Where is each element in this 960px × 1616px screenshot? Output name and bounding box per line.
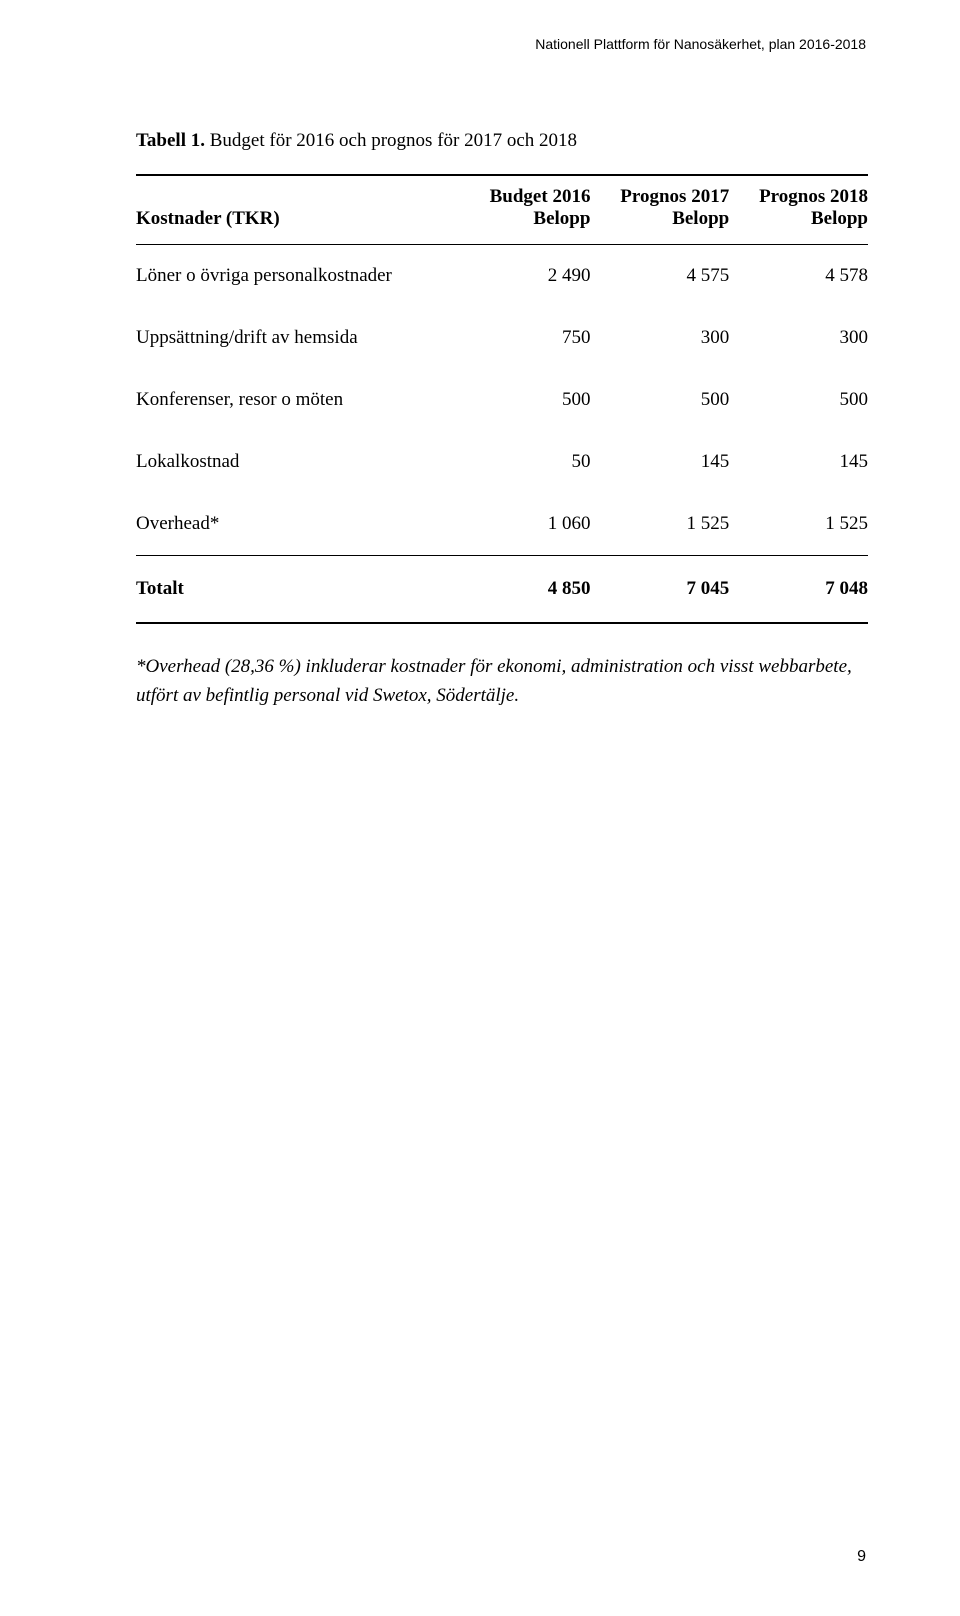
cell-value: 145 <box>729 431 868 493</box>
cell-value: 300 <box>590 307 729 369</box>
table-total-row: Totalt 4 850 7 045 7 048 <box>136 556 868 624</box>
cell-label: Konferenser, resor o möten <box>136 369 462 431</box>
table-row: Lokalkostnad 50 145 145 <box>136 431 868 493</box>
table-header-row: Kostnader (TKR) Budget 2016 Belopp Progn… <box>136 175 868 245</box>
cell-value: 4 575 <box>590 245 729 308</box>
col-header-2: Prognos 2017 Belopp <box>590 175 729 245</box>
cell-value: 500 <box>729 369 868 431</box>
page-number: 9 <box>857 1548 866 1566</box>
cell-value: 2 490 <box>462 245 590 308</box>
col-header-3: Prognos 2018 Belopp <box>729 175 868 245</box>
total-label: Totalt <box>136 556 462 624</box>
col-header-0: Kostnader (TKR) <box>136 175 462 245</box>
col-header-1: Budget 2016 Belopp <box>462 175 590 245</box>
total-value: 7 045 <box>590 556 729 624</box>
total-value: 4 850 <box>462 556 590 624</box>
table-footnote: *Overhead (28,36 %) inkluderar kostnader… <box>136 652 868 711</box>
table-row: Uppsättning/drift av hemsida 750 300 300 <box>136 307 868 369</box>
cell-value: 1 525 <box>590 493 729 556</box>
cell-label: Lokalkostnad <box>136 431 462 493</box>
caption-text: Budget för 2016 och prognos för 2017 och… <box>205 130 577 151</box>
cell-value: 1 060 <box>462 493 590 556</box>
cell-value: 145 <box>590 431 729 493</box>
main-content: Tabell 1. Budget för 2016 och prognos fö… <box>136 130 868 711</box>
caption-label: Tabell 1. <box>136 130 205 151</box>
cell-value: 1 525 <box>729 493 868 556</box>
cell-label: Löner o övriga personalkostnader <box>136 245 462 308</box>
total-value: 7 048 <box>729 556 868 624</box>
cell-value: 4 578 <box>729 245 868 308</box>
cell-value: 300 <box>729 307 868 369</box>
cell-label: Uppsättning/drift av hemsida <box>136 307 462 369</box>
table-row: Overhead* 1 060 1 525 1 525 <box>136 493 868 556</box>
cell-value: 50 <box>462 431 590 493</box>
cell-value: 500 <box>462 369 590 431</box>
page-header: Nationell Plattform för Nanosäkerhet, pl… <box>535 36 866 52</box>
cell-value: 750 <box>462 307 590 369</box>
cell-value: 500 <box>590 369 729 431</box>
table-row: Konferenser, resor o möten 500 500 500 <box>136 369 868 431</box>
table-row: Löner o övriga personalkostnader 2 490 4… <box>136 245 868 308</box>
budget-table: Kostnader (TKR) Budget 2016 Belopp Progn… <box>136 174 868 624</box>
header-text: Nationell Plattform för Nanosäkerhet, pl… <box>535 36 866 52</box>
table-caption: Tabell 1. Budget för 2016 och prognos fö… <box>136 130 868 152</box>
cell-label: Overhead* <box>136 493 462 556</box>
